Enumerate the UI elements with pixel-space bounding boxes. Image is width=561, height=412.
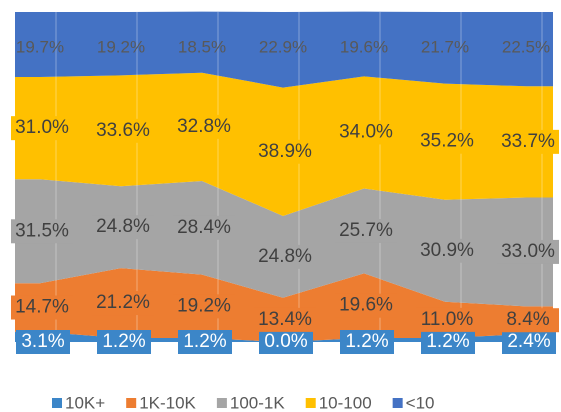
legend-label: <10 (406, 393, 435, 412)
label-box (11, 295, 73, 320)
data-label: 30.9% (420, 240, 474, 261)
legend-label: 100-1K (230, 393, 285, 412)
label-box (259, 330, 313, 354)
label-box (497, 308, 559, 333)
data-label: 19.2% (97, 37, 145, 56)
data-label: 21.2% (96, 292, 150, 313)
data-label: 3.1% (21, 331, 64, 352)
data-label: 1.2% (102, 331, 145, 352)
legend-label: 10K+ (65, 393, 105, 412)
label-box (254, 139, 316, 164)
label-box (173, 294, 235, 319)
legend-label: 1K-10K (139, 393, 196, 412)
data-label: 1.2% (426, 331, 469, 352)
data-label: 2.4% (507, 331, 550, 352)
legend-swatch (392, 398, 403, 408)
label-box (16, 330, 70, 354)
label-box (497, 239, 559, 264)
data-label: 25.7% (339, 220, 393, 241)
data-label: 1.2% (183, 331, 226, 352)
data-label: 34.0% (339, 121, 393, 142)
area (15, 11, 553, 88)
data-label: 33.6% (96, 120, 150, 141)
data-label: 19.6% (340, 37, 388, 56)
legend-swatch (126, 398, 137, 408)
data-label: 19.6% (339, 295, 393, 316)
data-label: 22.5% (502, 37, 550, 56)
data-label: 14.7% (15, 297, 69, 318)
label-box (340, 330, 394, 354)
label-box (173, 114, 235, 139)
data-label: 21.7% (421, 37, 469, 56)
label-box (11, 219, 73, 244)
data-label: 19.7% (16, 37, 64, 56)
data-label: 31.0% (15, 117, 69, 138)
label-box (254, 307, 316, 332)
data-label: 38.9% (258, 141, 312, 162)
label-box (254, 244, 316, 269)
label-box (335, 218, 397, 243)
label-box (335, 120, 397, 145)
data-label: 24.8% (258, 246, 312, 267)
label-box (502, 330, 556, 354)
data-label: 35.2% (420, 131, 474, 152)
data-label: 31.5% (15, 220, 69, 241)
legend-swatch (216, 398, 227, 408)
data-label: 18.5% (178, 37, 226, 56)
data-label: 28.4% (177, 217, 231, 238)
label-box (92, 291, 154, 316)
area (15, 179, 553, 307)
label-box (416, 238, 478, 263)
data-label: 24.8% (96, 216, 150, 237)
label-box (11, 116, 73, 141)
label-box (97, 330, 151, 354)
label-box (92, 118, 154, 143)
legend-swatch (305, 398, 316, 408)
label-box (173, 215, 235, 240)
label-box (421, 330, 475, 354)
data-label: 22.9% (259, 37, 307, 56)
data-label: 0.0% (264, 331, 307, 352)
legend-label: 10-100 (319, 393, 372, 412)
label-box (178, 330, 232, 354)
label-box (92, 215, 154, 240)
data-label: 1.2% (345, 331, 388, 352)
label-box (335, 293, 397, 318)
label-box (416, 307, 478, 332)
data-label: 8.4% (506, 309, 549, 330)
label-box (416, 129, 478, 154)
data-label: 13.4% (258, 309, 312, 330)
data-label: 32.8% (177, 116, 231, 137)
data-label: 19.2% (177, 295, 231, 316)
label-box (497, 129, 559, 154)
data-label: 33.7% (501, 131, 555, 152)
data-label: 33.0% (501, 241, 555, 262)
data-label: 11.0% (421, 309, 474, 330)
legend-swatch (52, 398, 62, 408)
